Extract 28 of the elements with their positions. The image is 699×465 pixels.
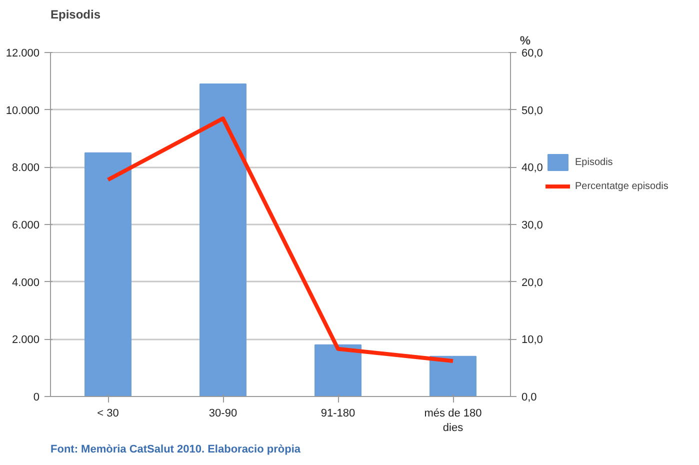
x-tick-label: 91-180 xyxy=(320,408,356,420)
y-tick-label: 4.000 xyxy=(12,276,40,289)
y2-tick-label: 10,0 xyxy=(522,334,543,346)
y-axis-title: Episodis xyxy=(50,8,101,22)
bar xyxy=(314,344,362,396)
y2-tick-label: 20,0 xyxy=(522,276,543,289)
y2-tick-label: 30,0 xyxy=(522,220,543,232)
legend-label: Percentatge episodis xyxy=(575,180,668,192)
text: Font: Memòria CatSalut 2010. Elaboracio pròpia xyxy=(50,444,302,456)
line-series xyxy=(106,116,455,363)
y2-tick-label: 40,0 xyxy=(522,162,543,174)
legend-label: Episodis xyxy=(575,156,613,168)
y-tick-label: 10.000 xyxy=(6,104,40,117)
y-tick-label: 8.000 xyxy=(12,162,40,174)
x-tick-label: 30-90 xyxy=(208,408,238,420)
y-tick-label: 12.000 xyxy=(6,48,40,60)
bar xyxy=(200,84,246,396)
x-tick-label: més de 180 dies xyxy=(424,408,482,434)
y2-tick-label: 50,0 xyxy=(522,104,543,117)
y2-tick-label: 0,0 xyxy=(522,392,537,404)
y2-tick-label: 60,0 xyxy=(522,48,543,60)
x-tick-label: < 30 xyxy=(97,408,119,420)
y-tick-label: 6.000 xyxy=(12,220,40,232)
y-tick-label: 2.000 xyxy=(12,334,40,346)
y2-axis-title: % xyxy=(520,34,531,48)
bar xyxy=(430,356,476,396)
y-tick-label: 0 xyxy=(33,392,40,404)
bar xyxy=(84,152,132,396)
